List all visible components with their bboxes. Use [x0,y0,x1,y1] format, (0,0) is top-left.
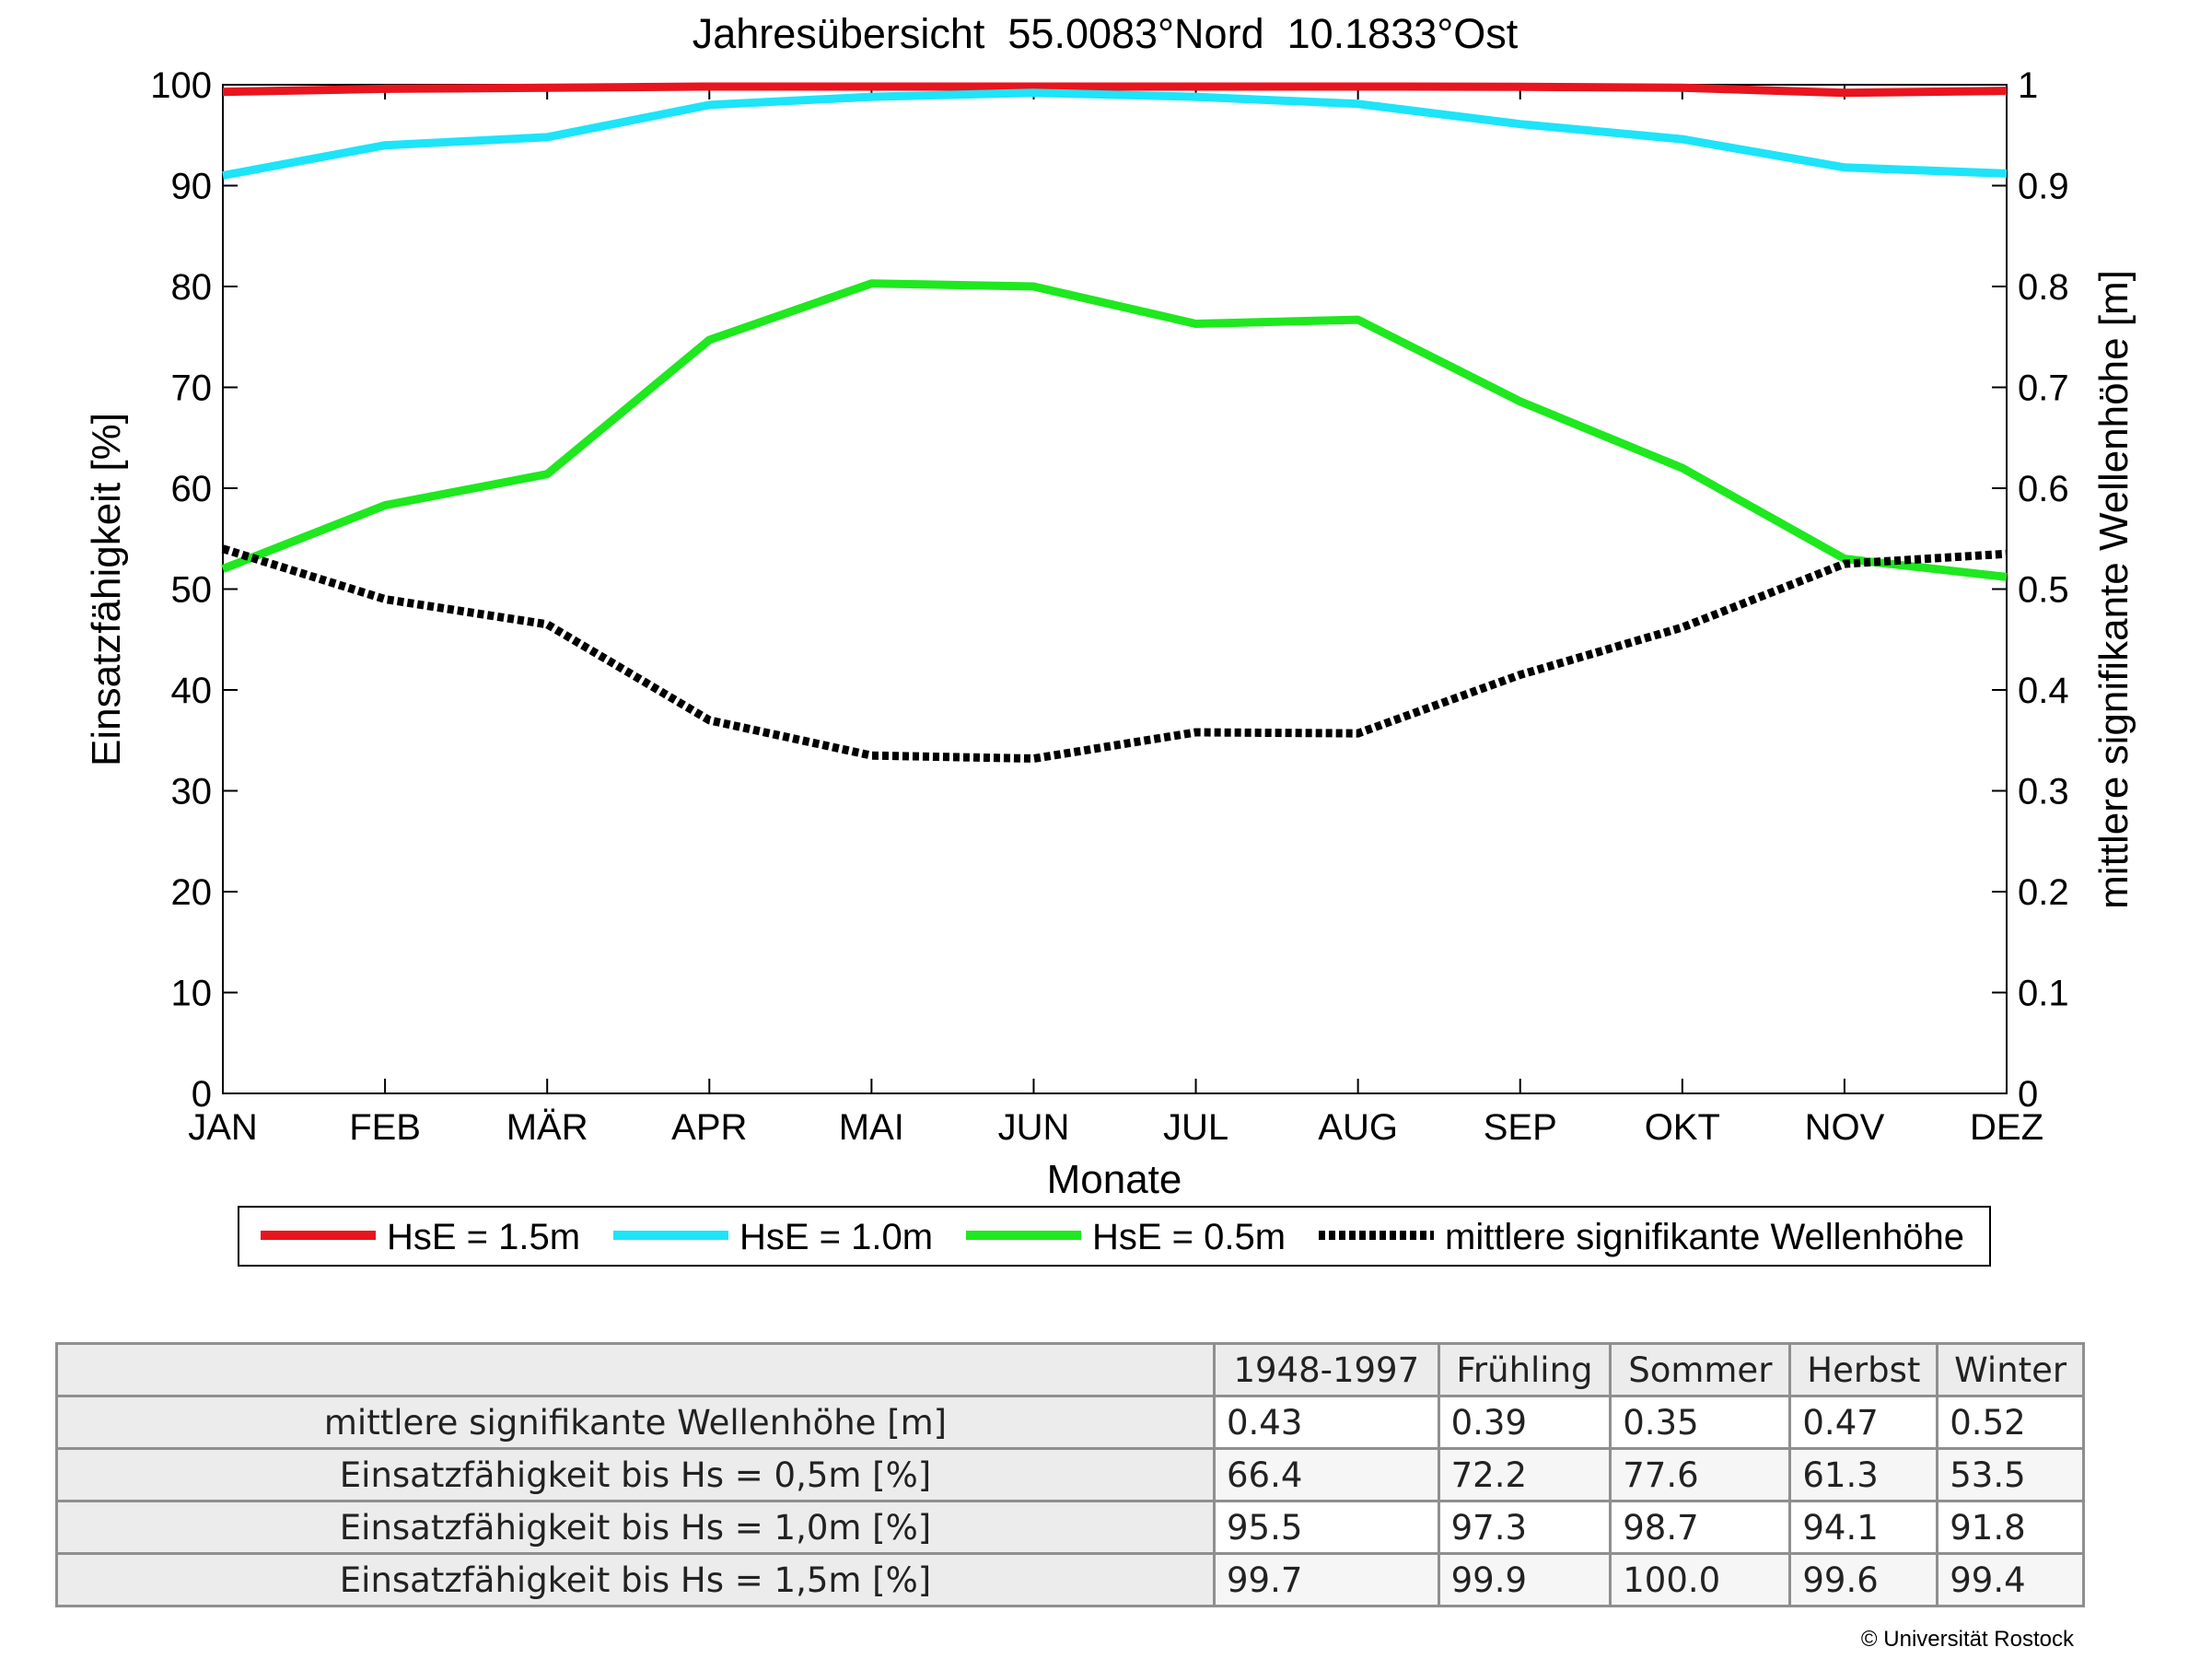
table-header-summer: Sommer [1609,1342,1792,1397]
chart-title: Jahresübersicht 55.0083°Nord 10.1833°Ost [693,10,1519,57]
y-tick-label-left: 40 [171,671,213,711]
table-cell: 95.5 [1213,1500,1440,1555]
table-cell: 0.39 [1437,1395,1612,1450]
x-tick-label: MAI [839,1107,904,1148]
x-tick-label: DEZ [1970,1107,2043,1148]
y-tick-label-right: 0.9 [2018,167,2069,207]
y-tick-label-right: 1 [2018,65,2038,106]
table-cell: 99.4 [1936,1552,2085,1607]
legend-label-hse-1-0: HsE = 1.0m [739,1217,933,1257]
y-tick-label-left: 50 [171,570,213,611]
table-cell: 97.3 [1437,1500,1612,1555]
legend-label-hse-1-5: HsE = 1.5m [387,1217,580,1257]
y-axis-label-right: mittlere signifikante Wellenhöhe [m] [2091,270,2136,909]
y-tick-label-right: 0.2 [2018,872,2069,913]
y-tick-label-right: 0 [2018,1074,2038,1115]
table-header-autumn: Herbst [1788,1342,1939,1397]
x-tick-label: NOV [1805,1107,1885,1148]
table-corner-cell [55,1342,1216,1397]
x-tick-label: JUL [1163,1107,1228,1148]
table-header-period: 1948-1997 [1213,1342,1440,1397]
legend-box [238,1206,1991,1267]
y-tick-label-left: 70 [171,368,213,409]
legend-label-hse-0-5: HsE = 0.5m [1092,1217,1286,1257]
table-row-label: Einsatzfähigkeit bis Hs = 1,0m [%] [55,1500,1216,1555]
table-row-label: mittlere signifikante Wellenhöhe [m] [55,1395,1216,1450]
table-row: mittlere signifikante Wellenhöhe [m] 0.4… [55,1395,2085,1450]
copyright-notice: © Universität Rostock [1860,1627,2074,1652]
table-cell: 77.6 [1609,1447,1792,1502]
plot-area [222,84,2008,1094]
table-row: Einsatzfähigkeit bis Hs = 1,0m [%] 95.5 … [55,1500,2085,1555]
y-tick-label-right: 0.4 [2018,671,2069,711]
series-line-wave-height [221,544,2008,763]
y-tick-label-left: 0 [192,1074,212,1115]
x-axis-label: Monate [1047,1157,1182,1202]
x-tick-label: JAN [188,1107,258,1148]
y-tick-label-left: 90 [171,167,213,207]
x-tick-label: AUG [1318,1107,1398,1148]
table-header-winter: Winter [1936,1342,2085,1397]
y-tick-label-left: 20 [171,872,213,913]
y-tick-label-left: 30 [171,772,213,812]
table-cell: 0.47 [1788,1395,1939,1450]
legend-label-wave-height: mittlere signifikante Wellenhöhe [1445,1217,1964,1257]
y-axis-label: Einsatzfähigkeit [%] [84,413,129,766]
table-row-label: Einsatzfähigkeit bis Hs = 0,5m [%] [55,1447,1216,1502]
series-line-hse-1-5 [222,82,2008,98]
y-tick-label-left: 10 [171,974,213,1014]
table-cell: 99.9 [1437,1552,1612,1607]
table-row-label: Einsatzfähigkeit bis Hs = 1,5m [%] [55,1552,1216,1607]
x-tick-label: FEB [349,1107,421,1148]
table-header-spring: Frühling [1437,1342,1612,1397]
x-tick-label: APR [671,1107,747,1148]
x-tick-label: SEP [1484,1107,1557,1148]
series-line-hse-0-5 [221,279,2008,581]
y-axis-right: 0 0.1 0.2 0.3 0.4 0.5 0.6 0.7 0.8 0.9 1 [1992,65,2069,1115]
table-row: Einsatzfähigkeit bis Hs = 1,5m [%] 99.7 … [55,1552,2085,1607]
y-tick-label-left: 60 [171,469,213,509]
legend: HsE = 1.5m HsE = 1.0m HsE = 0.5m mittler… [238,1206,1991,1267]
series-lines [221,82,2008,763]
y-tick-label-right: 0.5 [2018,570,2069,611]
y-tick-label-right: 0.1 [2018,974,2069,1014]
y-tick-label-right: 0.6 [2018,469,2069,509]
table-cell: 98.7 [1609,1500,1792,1555]
chart: Jahresübersicht 55.0083°Nord 10.1833°Ost… [84,10,2136,1267]
table-cell: 99.6 [1788,1552,1939,1607]
y-axis-left: 0 10 20 30 40 50 60 70 80 90 100 [150,65,238,1115]
table-cell: 91.8 [1936,1500,2085,1555]
table-cell: 61.3 [1788,1447,1939,1502]
table-cell: 0.35 [1609,1395,1792,1450]
table-cell: 72.2 [1437,1447,1612,1502]
table-cell: 94.1 [1788,1500,1939,1555]
x-axis: JAN FEB MÄR APR MAI JUN JUL AUG SEP OKT NOV DEZ [188,85,2043,1148]
y-tick-label-left: 80 [171,267,213,308]
table-cell: 99.7 [1213,1552,1440,1607]
table-header-row: 1948-1997 Frühling Sommer Herbst Winter [55,1342,2085,1397]
y-tick-label-left: 100 [150,65,212,106]
table-cell: 53.5 [1936,1447,2085,1502]
y-tick-label-right: 0.7 [2018,368,2069,409]
series-line-hse-1-0 [222,88,2008,180]
x-tick-label: JUN [998,1107,1070,1148]
y-tick-label-right: 0.8 [2018,267,2069,308]
table-cell: 66.4 [1213,1447,1440,1502]
x-tick-label: MÄR [506,1107,588,1148]
table-cell: 0.43 [1213,1395,1440,1450]
statistics-table: 1948-1997 Frühling Sommer Herbst Winter … [55,1342,2085,1607]
x-tick-label: OKT [1645,1107,1720,1148]
table-row: Einsatzfähigkeit bis Hs = 0,5m [%] 66.4 … [55,1447,2085,1502]
y-tick-label-right: 0.3 [2018,772,2069,812]
table-cell: 100.0 [1609,1552,1792,1607]
table-cell: 0.52 [1936,1395,2085,1450]
